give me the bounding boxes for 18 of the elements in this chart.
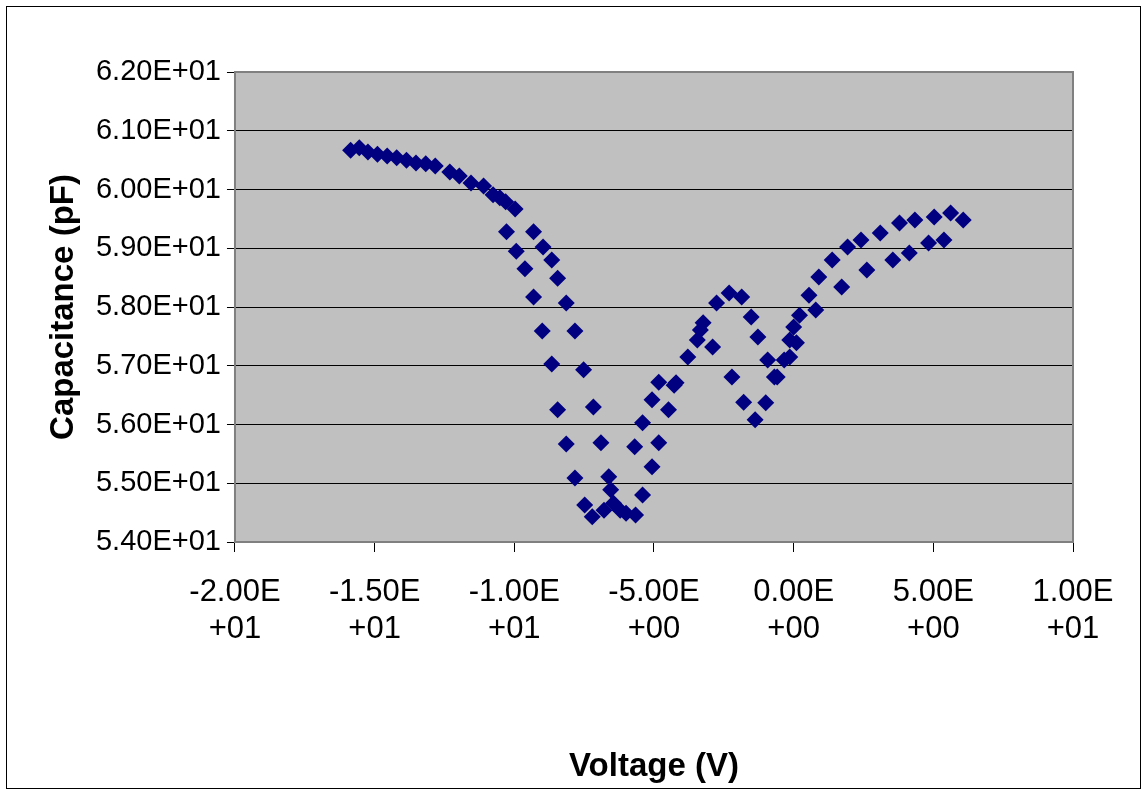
x-tick-label: 5.00E+00 xyxy=(892,573,974,646)
x-tick-label: -2.00E+01 xyxy=(189,573,281,646)
x-tick-label: 0.00E+00 xyxy=(753,573,835,646)
y-axis-title: Capacitance (pF) xyxy=(43,174,81,440)
x-tick-label: 1.00E+01 xyxy=(1032,573,1114,646)
y-tick-label: 5.90E+01 xyxy=(95,230,221,263)
y-tick-label: 6.00E+01 xyxy=(95,171,221,204)
y-tick-label: 5.80E+01 xyxy=(95,289,221,321)
y-tick-label: 5.40E+01 xyxy=(95,524,221,556)
x-tick-label: -1.50E+01 xyxy=(328,573,421,646)
y-tick-label: 5.50E+01 xyxy=(95,465,221,498)
x-tick-label: -5.00E+00 xyxy=(608,573,700,646)
x-axis-title: Voltage (V) xyxy=(569,746,739,784)
x-tick-label: -1.00E+01 xyxy=(468,573,560,646)
y-tick-label: 5.70E+01 xyxy=(95,347,221,380)
y-tick-label: 6.10E+01 xyxy=(95,112,221,145)
y-tick-label: 6.20E+01 xyxy=(95,54,221,86)
y-tick-label: 5.60E+01 xyxy=(95,406,221,439)
